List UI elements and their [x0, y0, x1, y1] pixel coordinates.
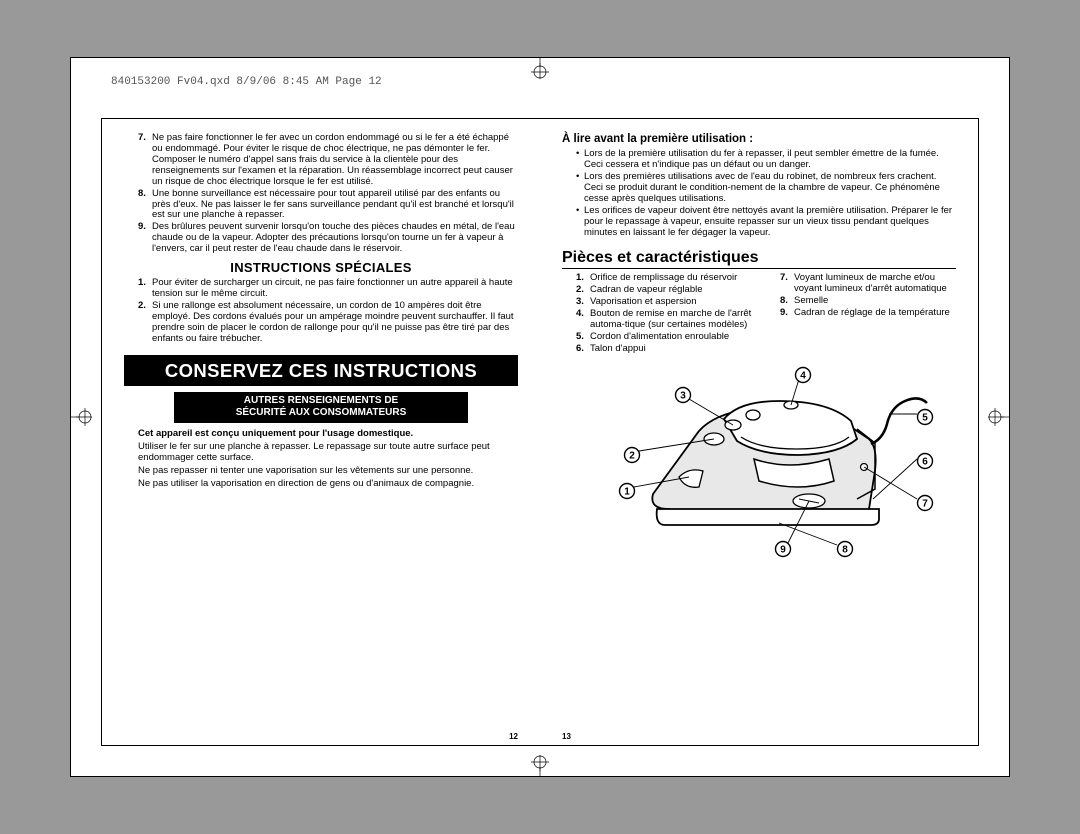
before-use-item: Lors de la première utilisation du fer à…	[576, 149, 956, 171]
sub-banner-line2: SÉCURITÉ AUX CONSOMMATEURS	[236, 407, 407, 418]
iron-diagram: 1 2 3 4 5 6 7 8 9	[562, 359, 956, 563]
no-spray-at-people: Ne pas utiliser la vaporisation en direc…	[124, 479, 518, 490]
before-use-item: Les orifices de vapeur doivent être nett…	[576, 206, 956, 239]
safeguard-item: 7.Ne pas faire fonctionner le fer avec u…	[152, 133, 518, 188]
before-first-use-heading: À lire avant la première utilisation :	[562, 133, 956, 146]
callout-number-7: 7	[922, 499, 928, 510]
parts-columns: 1.Orifice de remplissage du réservoir2.C…	[562, 273, 956, 355]
save-instructions-banner: CONSERVEZ CES INSTRUCTIONS	[124, 355, 518, 386]
part-item: 1.Orifice de remplissage du réservoir	[590, 273, 752, 284]
callout-number-9: 9	[780, 545, 786, 556]
ironing-board-note: Utiliser le fer sur une planche à repass…	[124, 442, 518, 464]
part-item: 3.Vaporisation et aspersion	[590, 297, 752, 308]
crop-mark-right	[988, 402, 1010, 432]
callout-number-4: 4	[800, 371, 806, 382]
callout-number-2: 2	[629, 451, 635, 462]
callout-number-3: 3	[680, 391, 686, 402]
no-ironing-on-person: Ne pas repasser ni tenter une vaporisati…	[124, 466, 518, 477]
special-instructions-list: 1.Pour éviter de surcharger un circuit, …	[124, 278, 518, 345]
print-header: 840153200 Fv04.qxd 8/9/06 8:45 AM Page 1…	[111, 76, 382, 88]
part-item: 8.Semelle	[794, 296, 956, 307]
safeguard-item: 8.Une bonne surveillance est nécessaire …	[152, 189, 518, 222]
page-number-12: 12	[509, 732, 518, 741]
parts-col-2: 7.Voyant lumineux de marche et/ou voyant…	[766, 273, 956, 355]
special-instructions-heading: INSTRUCTIONS SPÉCIALES	[124, 261, 518, 276]
part-item: 2.Cadran de vapeur réglable	[590, 285, 752, 296]
domestic-use-only: Cet appareil est conçu uniquement pour l…	[124, 429, 518, 440]
page-number-13: 13	[562, 732, 571, 741]
inner-frame: 7.Ne pas faire fonctionner le fer avec u…	[101, 118, 979, 746]
crop-mark-top	[525, 57, 555, 79]
special-instruction-item: 2.Si une rallonge est absolument nécessa…	[152, 301, 518, 345]
crop-mark-left	[70, 402, 92, 432]
page-left: 7.Ne pas faire fonctionner le fer avec u…	[102, 119, 540, 745]
callout-number-6: 6	[922, 457, 928, 468]
consumer-safety-banner: AUTRES RENSEIGNEMENTS DE SÉCURITÉ AUX CO…	[174, 392, 468, 423]
part-item: 7.Voyant lumineux de marche et/ou voyant…	[794, 273, 956, 295]
callout-number-8: 8	[842, 545, 848, 556]
sub-banner-line1: AUTRES RENSEIGNEMENTS DE	[244, 395, 398, 406]
outer-frame: 840153200 Fv04.qxd 8/9/06 8:45 AM Page 1…	[70, 57, 1010, 777]
part-item: 9.Cadran de réglage de la température	[794, 308, 956, 319]
parts-col-1: 1.Orifice de remplissage du réservoir2.C…	[562, 273, 752, 355]
part-item: 6.Talon d'appui	[590, 344, 752, 355]
safeguards-list: 7.Ne pas faire fonctionner le fer avec u…	[124, 133, 518, 255]
parts-features-heading: Pièces et caractéristiques	[562, 249, 956, 269]
before-first-use-list: Lors de la première utilisation du fer à…	[562, 149, 956, 238]
part-item: 4.Bouton de remise en marche de l'arrêt …	[590, 309, 752, 331]
safeguard-item: 9.Des brûlures peuvent survenir lorsqu'o…	[152, 222, 518, 255]
special-instruction-item: 1.Pour éviter de surcharger un circuit, …	[152, 278, 518, 300]
before-use-item: Lors des premières utilisations avec de …	[576, 172, 956, 205]
part-item: 5.Cordon d'alimentation enroulable	[590, 332, 752, 343]
page-right: À lire avant la première utilisation : L…	[540, 119, 978, 745]
crop-mark-bottom	[525, 755, 555, 777]
callout-number-1: 1	[624, 487, 630, 498]
callout-number-5: 5	[922, 413, 928, 424]
